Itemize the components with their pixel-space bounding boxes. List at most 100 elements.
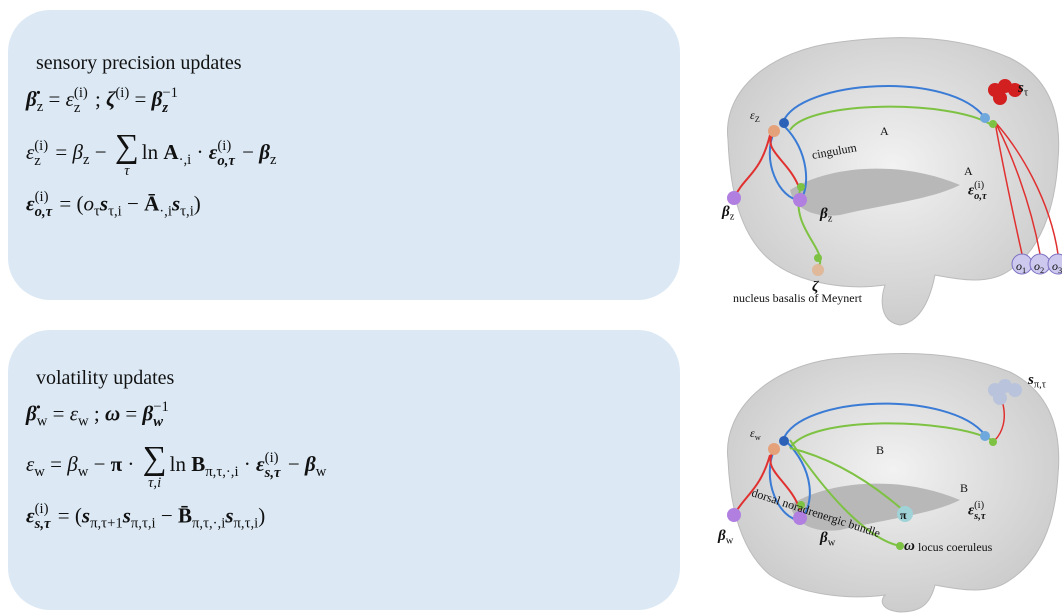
sum-sign: ∑ <box>142 440 167 477</box>
math-part: ε <box>26 191 35 216</box>
math-part: β <box>820 530 828 546</box>
math-part: ω <box>104 401 121 426</box>
subscript: w <box>153 414 164 431</box>
brain-label: ε (i) o,τ <box>968 180 989 202</box>
math-part: τ <box>1023 87 1029 99</box>
math-part: ε <box>968 502 975 519</box>
superscript: (i) <box>974 180 985 191</box>
math-part: β <box>718 528 726 544</box>
sum-limit: τ <box>124 162 130 179</box>
superscript: (i) <box>34 501 49 517</box>
math-part: z <box>36 98 44 115</box>
math-part: z <box>729 211 735 223</box>
math-part: = <box>50 139 73 164</box>
sum: ∑ τ,i <box>143 442 167 490</box>
panel <box>8 10 680 300</box>
math-part: π <box>900 508 907 522</box>
math-part: (i) <box>115 85 130 101</box>
subscript: s,τ <box>34 516 51 533</box>
math-part: s <box>225 503 234 528</box>
math-part: 3 <box>1058 265 1062 275</box>
math-part: s <box>171 191 181 216</box>
subscript: z <box>162 100 169 116</box>
math-part: ·,i <box>159 203 172 220</box>
math-part: π,τ,i <box>130 515 156 532</box>
brain-label: A <box>964 164 973 179</box>
math-part: π,τ,i <box>233 515 259 532</box>
brain-label: ω <box>904 538 915 555</box>
superscript: (i) <box>34 189 49 205</box>
math-part: z <box>827 213 833 225</box>
math-part: β <box>67 451 78 476</box>
brain-label: B <box>960 481 968 496</box>
superscript: (i) <box>974 500 985 511</box>
math-part: z <box>82 152 90 169</box>
math-part: · <box>122 451 140 476</box>
math-part: β <box>151 86 163 111</box>
math-part: w <box>315 464 327 481</box>
math-part: w <box>34 464 45 481</box>
equation: β̇w = εw ; ω = β −1 w <box>26 399 171 431</box>
math-part: o <box>1052 259 1058 273</box>
brain-label: o1 <box>1016 259 1026 275</box>
math-part: β <box>72 139 83 164</box>
sub-sup: −1 w <box>153 399 169 431</box>
brain-label: βz <box>820 206 832 225</box>
math-part: β <box>142 401 154 426</box>
math-part: ) <box>193 191 201 216</box>
sum: ∑ τ <box>115 130 139 178</box>
superscript: (i) <box>73 84 88 101</box>
math-part: = <box>129 86 152 111</box>
subscript: s,τ <box>264 465 281 482</box>
math-part: 2 <box>1040 265 1045 275</box>
brain-label: o2 <box>1034 259 1044 275</box>
math-part: π,τ <box>1033 379 1046 391</box>
brain-label: π <box>900 508 907 523</box>
math-part: ε <box>968 182 975 199</box>
math-part: ε <box>256 451 265 476</box>
subscript: o,τ <box>34 204 53 221</box>
brain-label: ε (i) s,τ <box>968 500 988 522</box>
subscript: o,τ <box>217 153 235 170</box>
superscript: (i) <box>217 137 232 154</box>
subscript: z <box>34 153 41 170</box>
math-part: ε <box>65 86 74 111</box>
math-part: − <box>121 191 145 216</box>
brain-top <box>727 37 1062 326</box>
math-part: B <box>960 481 969 495</box>
math-part: A <box>163 139 179 164</box>
math-part: Z <box>754 114 760 124</box>
math-part: ε <box>26 451 35 476</box>
equation: εw = βw − π · ∑ τ,i ln Bπ,τ,·,i · ε (i) s,τ … <box>26 442 326 490</box>
superscript: −1 <box>162 84 179 101</box>
math-part: s <box>1018 80 1024 96</box>
brain-label: B <box>876 443 884 458</box>
sub-sup: (i) o,τ <box>34 189 53 221</box>
math-part: ; <box>89 86 107 111</box>
math-part: β̇ <box>26 86 37 111</box>
math-part: locus coeruleus <box>918 540 993 554</box>
math-part: = ( <box>54 191 84 216</box>
math-part: β̇ <box>26 401 37 426</box>
math-part: s <box>122 503 131 528</box>
math-part: β <box>259 139 270 164</box>
math-part: B <box>876 443 885 457</box>
math-part: ε <box>750 426 755 440</box>
math-part: w <box>827 537 836 549</box>
math-part: · <box>238 451 257 476</box>
panel-title: sensory precision updates <box>36 52 242 74</box>
math-part: ε <box>26 503 35 528</box>
math-part: ε <box>26 139 35 164</box>
superscript: −1 <box>153 399 169 415</box>
math-part: ln <box>169 451 192 476</box>
sub-sup: (i) o,τ <box>217 137 235 170</box>
math-part: ζ <box>812 279 819 295</box>
math-part: s <box>81 503 91 528</box>
subscript: z <box>73 100 81 116</box>
math-part: nucleus basalis of Meynert <box>733 291 862 305</box>
math-part: o <box>1016 259 1022 273</box>
math-part: w <box>36 413 48 430</box>
brain-label: βw <box>820 530 835 549</box>
math-part: z <box>270 152 277 169</box>
math-part: ε <box>208 139 218 164</box>
